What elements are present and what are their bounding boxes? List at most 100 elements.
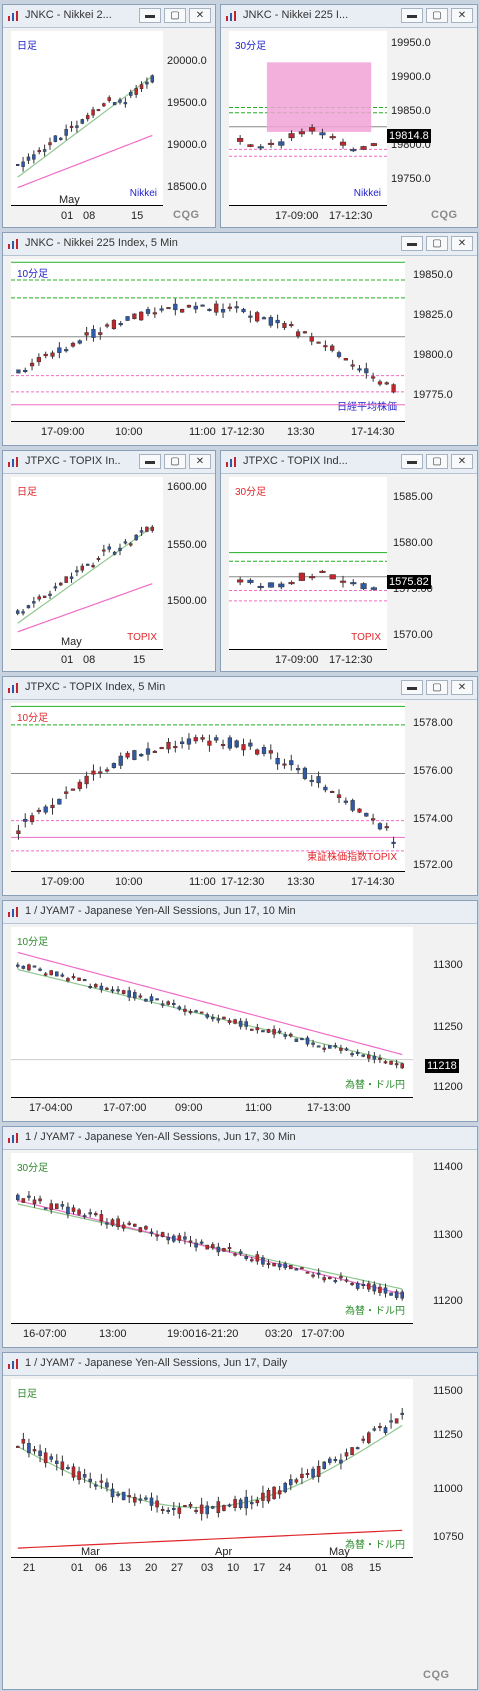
chart-window-nikkei-5min[interactable]: JNKC - Nikkei 225 Index, 5 Min ▬ ▢ ✕ 10分… xyxy=(2,232,478,446)
time-axis[interactable]: Mar Apr May 21 01 06 13 20 27 03 10 17 2… xyxy=(11,1546,413,1598)
price-axis[interactable]: 19850.0 19825.0 19800.0 19775.0 xyxy=(405,259,475,421)
chart-plot-area[interactable]: 10分足 東証株価指数TOPIX xyxy=(11,703,406,871)
close-button[interactable]: ✕ xyxy=(189,8,211,23)
candle-body xyxy=(21,965,26,969)
price-axis[interactable]: 11400 11300 11200 xyxy=(413,1153,475,1323)
price-axis[interactable]: 20000.0 19500.0 19000.0 18500.0 xyxy=(163,31,215,205)
chart-window-topix-5min[interactable]: JTPXC - TOPIX Index, 5 Min ▬ ▢ ✕ 10分足 東証… xyxy=(2,676,478,896)
window-titlebar[interactable]: 1 / JYAM7 - Japanese Yen-All Sessions, J… xyxy=(3,1353,477,1376)
chart-plot-area[interactable]: 日足 TOPIX xyxy=(11,477,164,649)
chart-window-nikkei-daily[interactable]: JNKC - Nikkei 2... ▬ ▢ ✕ 日足 Nikkei 20000… xyxy=(2,4,216,228)
y-tick: 19950.0 xyxy=(391,37,431,49)
maximize-button[interactable]: ▢ xyxy=(426,454,448,469)
candle-body xyxy=(36,809,42,812)
candle-body xyxy=(16,830,21,835)
price-axis[interactable]: 11500 11250 11000 10750 xyxy=(413,1379,475,1557)
time-axis[interactable]: 17-04:00 17-07:00 09:00 11:00 17-13:00 xyxy=(11,1097,413,1118)
window-titlebar[interactable]: JNKC - Nikkei 2... ▬ ▢ ✕ xyxy=(3,5,215,28)
window-titlebar[interactable]: 1 / JYAM7 - Japanese Yen-All Sessions, J… xyxy=(3,901,477,924)
minimize-button[interactable]: ▬ xyxy=(401,454,423,469)
maximize-button[interactable]: ▢ xyxy=(426,236,448,251)
x-tick: 17-14:30 xyxy=(351,426,395,438)
time-axis[interactable]: 17-09:00 17-12:30 xyxy=(229,649,387,670)
window-titlebar[interactable]: JNKC - Nikkei 225 I... ▬ ▢ ✕ xyxy=(221,5,477,28)
time-axis[interactable]: 17-09:00 17-12:30 xyxy=(229,205,387,226)
chart-plot-area[interactable]: 日足 為替・ドル円 xyxy=(11,1379,414,1557)
minimize-button[interactable]: ▬ xyxy=(139,454,161,469)
minimize-button[interactable]: ▬ xyxy=(401,236,423,251)
candle-body xyxy=(289,324,294,327)
x-tick: 11:00 xyxy=(189,426,216,438)
chart-plot-area[interactable]: 30分足 Nikkei xyxy=(229,31,388,205)
symbol-label: TOPIX xyxy=(127,632,157,643)
candle-body xyxy=(138,995,143,998)
chart-window-yen-10min[interactable]: 1 / JYAM7 - Japanese Yen-All Sessions, J… xyxy=(2,900,478,1122)
candle-body xyxy=(289,1265,293,1270)
time-axis[interactable]: 17-09:00 10:00 11:00 17-12:30 13:30 17-1… xyxy=(11,871,405,892)
window-titlebar[interactable]: JNKC - Nikkei 225 Index, 5 Min ▬ ▢ ✕ xyxy=(3,233,477,256)
candlestick-chart xyxy=(16,1191,404,1301)
candle-body xyxy=(255,312,260,322)
close-button[interactable]: ✕ xyxy=(451,236,473,251)
minimize-button[interactable]: ▬ xyxy=(401,680,423,695)
price-axis[interactable]: 1600.00 1550.00 1500.00 xyxy=(163,477,215,649)
close-button[interactable]: ✕ xyxy=(189,454,211,469)
minimize-button[interactable]: ▬ xyxy=(401,8,423,23)
window-titlebar[interactable]: 1 / JYAM7 - Japanese Yen-All Sessions, J… xyxy=(3,1127,477,1150)
price-axis[interactable]: 1585.00 1580.00 1575.00 1570.00 1575.82 xyxy=(387,477,475,649)
window-titlebar[interactable]: JTPXC - TOPIX In... ▬ ▢ ✕ xyxy=(3,451,215,474)
time-axis[interactable]: May 01 08 15 xyxy=(11,194,163,226)
candle-body xyxy=(268,750,273,754)
candle-body xyxy=(272,1263,276,1267)
x-tick: 03:20 xyxy=(265,1328,293,1340)
maximize-button[interactable]: ▢ xyxy=(426,680,448,695)
window-title: 1 / JYAM7 - Japanese Yen-All Sessions, J… xyxy=(25,1357,288,1369)
candle-body xyxy=(344,1452,349,1457)
cqg-logo: CQG xyxy=(423,1669,450,1681)
chart-window-nikkei-30min[interactable]: JNKC - Nikkei 225 I... ▬ ▢ ✕ 30分足 Nikkei… xyxy=(220,4,478,228)
chart-plot-area[interactable]: 30分足 TOPIX xyxy=(229,477,388,649)
window-titlebar[interactable]: JTPXC - TOPIX Ind... ▬ ▢ ✕ xyxy=(221,451,477,474)
chart-plot-area[interactable]: 10分足 為替・ドル円 xyxy=(11,927,414,1097)
chart-plot-area[interactable]: 30分足 為替・ドル円 xyxy=(11,1153,414,1323)
chart-window-yen-daily[interactable]: 1 / JYAM7 - Japanese Yen-All Sessions, J… xyxy=(2,1352,478,1690)
candle-body xyxy=(247,144,254,147)
candle-body xyxy=(16,1194,20,1201)
x-tick: 10:00 xyxy=(115,426,143,438)
minimize-icon: ▬ xyxy=(145,456,155,467)
candle-body xyxy=(144,1226,148,1230)
close-button[interactable]: ✕ xyxy=(451,454,473,469)
time-axis[interactable]: 17-09:00 10:00 11:00 17-12:30 13:30 17-1… xyxy=(11,421,405,442)
price-axis[interactable]: 11300 11250 11200 11218 xyxy=(413,927,475,1097)
highlight-zone xyxy=(266,62,372,132)
maximize-button[interactable]: ▢ xyxy=(164,454,186,469)
maximize-button[interactable]: ▢ xyxy=(426,8,448,23)
candle-body xyxy=(64,129,68,136)
window-titlebar[interactable]: JTPXC - TOPIX Index, 5 Min ▬ ▢ ✕ xyxy=(3,677,477,700)
price-axis[interactable]: 1578.00 1576.00 1574.00 1572.00 xyxy=(405,703,475,871)
close-button[interactable]: ✕ xyxy=(451,680,473,695)
candle-body xyxy=(244,1256,248,1259)
time-axis[interactable]: May 01 08 15 xyxy=(11,636,163,670)
price-axis[interactable]: 19950.0 19900.0 19850.0 19800.0 19750.0 … xyxy=(387,31,475,205)
candle-body xyxy=(116,989,120,992)
chart-window-topix-daily[interactable]: JTPXC - TOPIX In... ▬ ▢ ✕ 日足 TOPIX 1600.… xyxy=(2,450,216,672)
candle-body xyxy=(394,1418,399,1424)
minimize-button[interactable]: ▬ xyxy=(139,8,161,23)
candle-body xyxy=(57,347,62,353)
chart-window-yen-30min[interactable]: 1 / JYAM7 - Japanese Yen-All Sessions, J… xyxy=(2,1126,478,1348)
time-axis[interactable]: 16-07:00 13:00 19:00 16-21:20 03:20 17-0… xyxy=(11,1323,413,1344)
chart-plot-area[interactable]: 10分足 日経平均株価 xyxy=(11,259,406,421)
candle-body xyxy=(384,382,389,385)
candle-body xyxy=(305,1473,310,1476)
candle-body xyxy=(145,81,149,85)
chart-plot-area[interactable]: 日足 Nikkei xyxy=(11,31,164,205)
y-tick: 10750 xyxy=(433,1531,464,1543)
candle-body xyxy=(227,1247,232,1250)
chart-window-topix-30min[interactable]: JTPXC - TOPIX Ind... ▬ ▢ ✕ 30分足 TOPIX 15… xyxy=(220,450,478,672)
x-tick: 13:30 xyxy=(287,876,315,888)
cqg-logo: CQG xyxy=(431,209,458,221)
maximize-button[interactable]: ▢ xyxy=(164,8,186,23)
close-button[interactable]: ✕ xyxy=(451,8,473,23)
candle-body xyxy=(127,1495,131,1498)
